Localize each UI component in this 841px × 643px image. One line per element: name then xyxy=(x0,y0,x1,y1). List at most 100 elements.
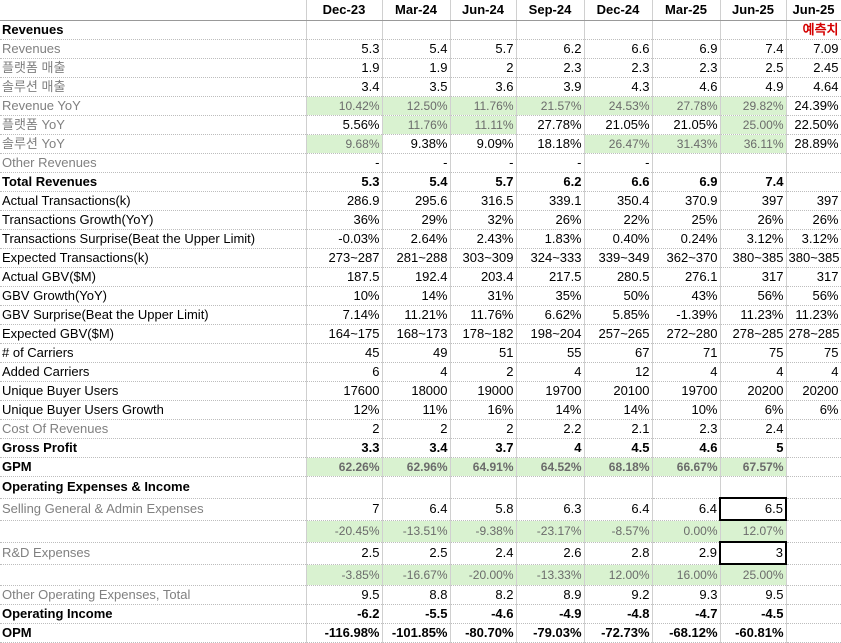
table-cell[interactable]: 29% xyxy=(382,210,451,230)
table-cell[interactable]: 12.07% xyxy=(720,520,787,543)
row-label[interactable]: OPM xyxy=(0,623,307,643)
table-cell[interactable]: -13.51% xyxy=(382,520,451,543)
table-cell[interactable]: 14% xyxy=(516,400,585,420)
table-cell[interactable] xyxy=(720,153,787,173)
table-cell[interactable] xyxy=(786,520,841,543)
table-cell[interactable]: 20200 xyxy=(720,381,787,401)
table-cell[interactable]: 49 xyxy=(382,343,451,363)
table-cell[interactable]: 56% xyxy=(786,286,841,306)
table-cell[interactable]: - xyxy=(306,153,383,173)
table-cell[interactable]: 272~280 xyxy=(652,324,721,344)
table-cell[interactable]: 22% xyxy=(584,210,653,230)
table-cell[interactable] xyxy=(786,419,841,439)
table-cell[interactable] xyxy=(516,20,585,40)
table-cell[interactable]: 9.68% xyxy=(306,134,383,154)
table-cell[interactable]: 2.4 xyxy=(450,542,517,565)
table-cell[interactable]: 24.39% xyxy=(786,96,841,116)
table-cell[interactable]: -20.00% xyxy=(450,564,517,586)
table-cell[interactable]: 4.5 xyxy=(584,438,653,458)
table-cell[interactable]: 4 xyxy=(516,438,585,458)
row-label[interactable]: Added Carriers xyxy=(0,362,307,382)
table-cell[interactable]: 6.9 xyxy=(652,39,721,59)
table-cell[interactable]: 2.3 xyxy=(584,58,653,78)
table-cell[interactable]: 4 xyxy=(652,362,721,382)
row-label[interactable]: Selling General & Admin Expenses xyxy=(0,498,307,521)
table-cell[interactable]: 27.78% xyxy=(516,115,585,135)
table-cell[interactable]: 273~287 xyxy=(306,248,383,268)
table-cell[interactable]: -72.73% xyxy=(584,623,653,643)
table-cell[interactable]: 12.50% xyxy=(382,96,451,116)
table-cell[interactable]: -80.70% xyxy=(450,623,517,643)
table-cell[interactable]: 317 xyxy=(720,267,787,287)
row-label[interactable]: Transactions Growth(YoY) xyxy=(0,210,307,230)
table-cell[interactable]: 4 xyxy=(720,362,787,382)
table-cell[interactable]: 2 xyxy=(306,419,383,439)
row-label[interactable]: Expected GBV($M) xyxy=(0,324,307,344)
table-cell[interactable]: -5.5 xyxy=(382,604,451,624)
table-cell[interactable]: 3.4 xyxy=(306,77,383,97)
table-cell[interactable]: 14% xyxy=(382,286,451,306)
table-cell[interactable]: 3.12% xyxy=(786,229,841,249)
row-label[interactable]: GBV Surprise(Beat the Upper Limit) xyxy=(0,305,307,325)
table-cell[interactable]: 4.6 xyxy=(652,77,721,97)
table-cell[interactable]: 5.4 xyxy=(382,39,451,59)
column-header-jun-25[interactable]: Jun-25 xyxy=(786,0,841,21)
table-cell[interactable]: 55 xyxy=(516,343,585,363)
row-label[interactable]: 플랫폼 매출 xyxy=(0,58,307,78)
table-cell[interactable]: 2.3 xyxy=(516,58,585,78)
table-cell[interactable]: 4.6 xyxy=(652,438,721,458)
column-header-dec-24[interactable]: Dec-24 xyxy=(584,0,653,21)
table-cell[interactable]: 7.09 xyxy=(786,39,841,59)
table-cell[interactable]: 5.56% xyxy=(306,115,383,135)
table-cell[interactable]: 51 xyxy=(450,343,517,363)
table-cell[interactable]: 278~285 xyxy=(720,324,787,344)
table-cell[interactable]: 380~385 xyxy=(786,248,841,268)
row-label[interactable]: Expected Transactions(k) xyxy=(0,248,307,268)
table-cell[interactable]: 5.8 xyxy=(450,498,517,521)
table-cell[interactable]: 11.76% xyxy=(450,305,517,325)
table-cell[interactable]: 31% xyxy=(450,286,517,306)
table-cell[interactable]: 6.6 xyxy=(584,172,653,192)
table-cell[interactable] xyxy=(786,172,841,192)
table-cell[interactable]: 5.85% xyxy=(584,305,653,325)
row-label[interactable]: R&D Expenses xyxy=(0,542,307,565)
table-cell[interactable]: - xyxy=(584,153,653,173)
table-cell[interactable]: 2.4 xyxy=(720,419,787,439)
table-cell[interactable]: 2.64% xyxy=(382,229,451,249)
table-cell[interactable]: 316.5 xyxy=(450,191,517,211)
table-cell[interactable]: 3.7 xyxy=(450,438,517,458)
table-cell[interactable]: 75 xyxy=(720,343,787,363)
table-cell[interactable]: -4.9 xyxy=(516,604,585,624)
table-cell[interactable]: 324~333 xyxy=(516,248,585,268)
row-label[interactable]: Other Revenues xyxy=(0,153,307,173)
table-cell[interactable]: 5.7 xyxy=(450,39,517,59)
table-cell[interactable]: 35% xyxy=(516,286,585,306)
table-cell[interactable] xyxy=(786,438,841,458)
table-cell[interactable]: 4.9 xyxy=(720,77,787,97)
table-cell[interactable]: 303~309 xyxy=(450,248,517,268)
table-cell[interactable]: 8.9 xyxy=(516,585,585,605)
table-cell[interactable]: 0.40% xyxy=(584,229,653,249)
table-cell[interactable]: -79.03% xyxy=(516,623,585,643)
table-cell[interactable]: 11.23% xyxy=(786,305,841,325)
table-cell[interactable]: 11% xyxy=(382,400,451,420)
table-cell[interactable] xyxy=(786,623,841,643)
table-cell[interactable]: 20100 xyxy=(584,381,653,401)
table-cell[interactable]: 164~175 xyxy=(306,324,383,344)
table-cell[interactable]: 20200 xyxy=(786,381,841,401)
table-cell[interactable] xyxy=(786,476,841,499)
table-cell[interactable]: -9.38% xyxy=(450,520,517,543)
table-cell[interactable]: 9.38% xyxy=(382,134,451,154)
table-cell[interactable]: 178~182 xyxy=(450,324,517,344)
table-cell[interactable]: 2 xyxy=(450,58,517,78)
row-label[interactable]: 솔루션 매출 xyxy=(0,77,307,97)
table-cell[interactable]: 21.05% xyxy=(584,115,653,135)
table-cell[interactable]: 4 xyxy=(516,362,585,382)
table-cell[interactable]: - xyxy=(382,153,451,173)
table-cell[interactable]: -4.8 xyxy=(584,604,653,624)
table-cell[interactable]: 66.67% xyxy=(652,457,721,477)
table-cell[interactable]: 9.3 xyxy=(652,585,721,605)
table-cell[interactable]: 5.3 xyxy=(306,39,383,59)
table-cell[interactable]: 25.00% xyxy=(720,115,787,135)
table-cell[interactable] xyxy=(450,476,517,499)
